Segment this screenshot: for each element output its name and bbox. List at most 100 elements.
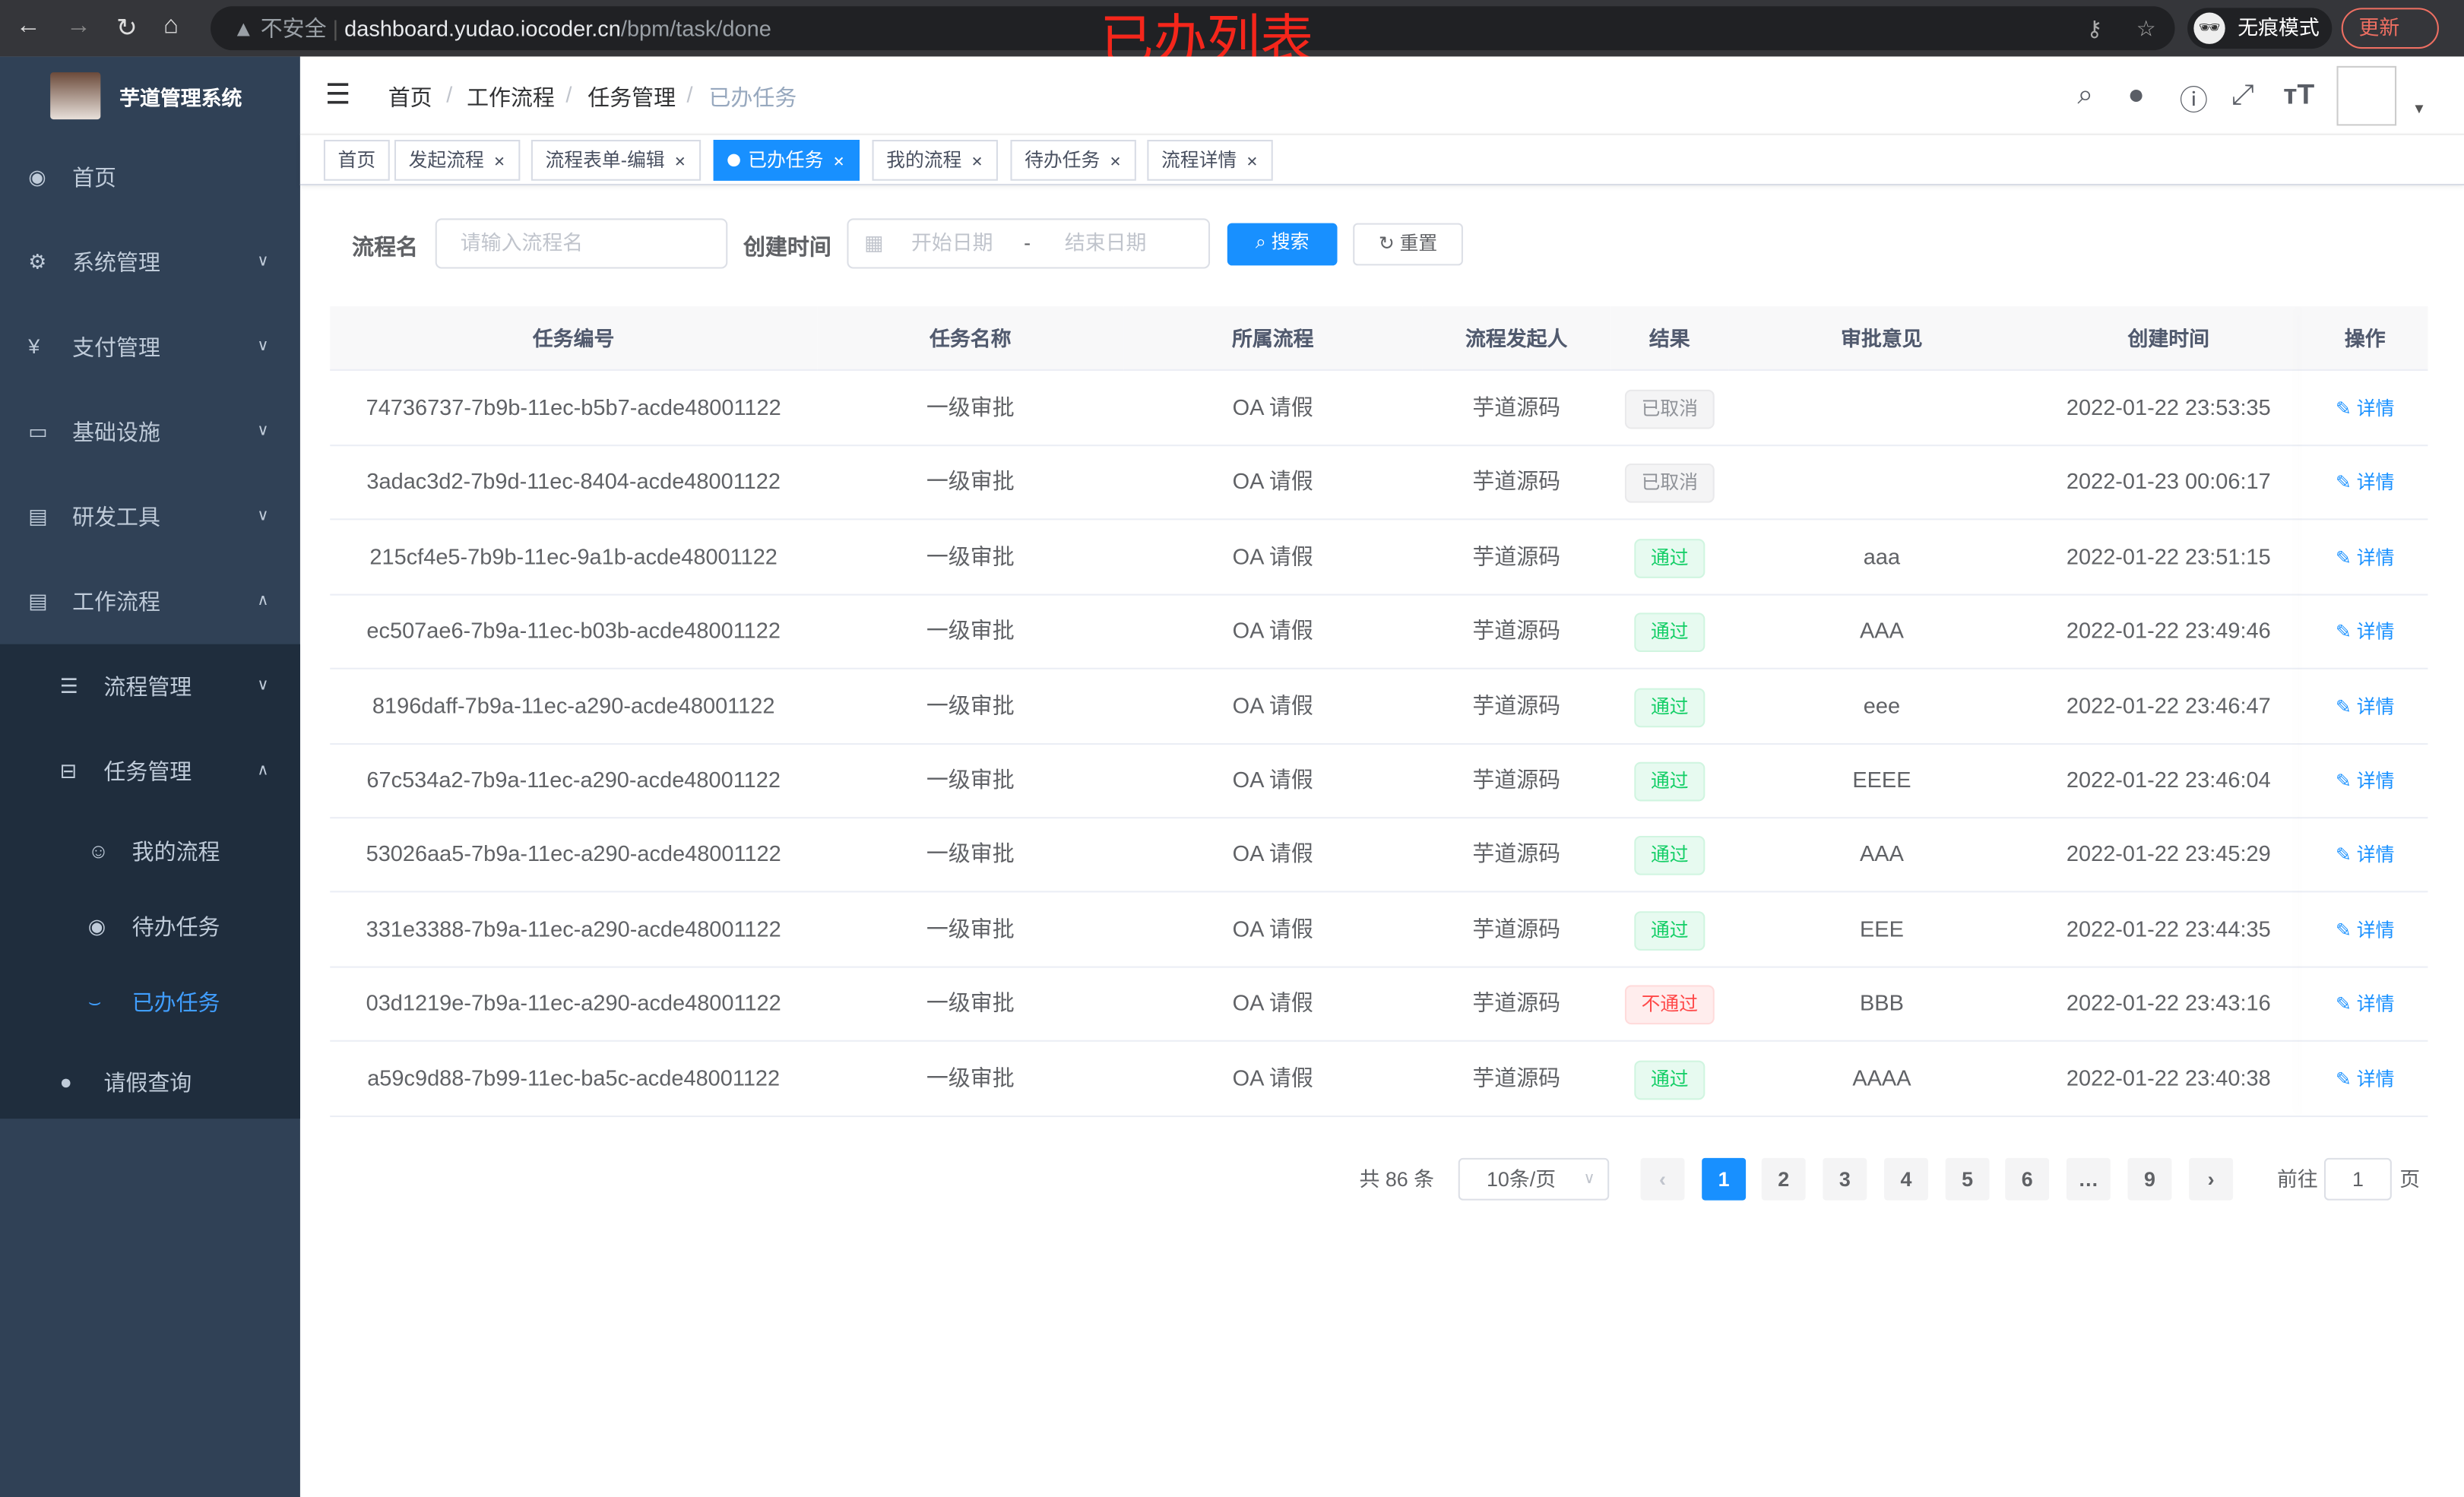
font-size-icon[interactable]: тT bbox=[2283, 78, 2315, 110]
sidebar-item-11[interactable]: ● 请假查询 bbox=[0, 1040, 300, 1125]
reload-icon[interactable]: ↻ bbox=[116, 15, 138, 43]
caret-down-icon[interactable]: ▼ bbox=[2412, 100, 2427, 117]
cell-time: 2022-01-22 23:53:35 bbox=[2066, 394, 2271, 420]
process-name-input[interactable]: 请输入流程名 bbox=[435, 218, 728, 269]
sidebar-item-label: 流程管理 bbox=[103, 674, 192, 700]
sidebar-item-label: 请假查询 bbox=[103, 1070, 192, 1096]
tag-5[interactable]: 待办任务 ✕ bbox=[1010, 140, 1135, 181]
next-page-button[interactable]: › bbox=[2189, 1157, 2234, 1201]
table-cell: ✎ 详情 bbox=[2302, 520, 2428, 593]
search-button[interactable]: ⌕ 搜索 bbox=[1227, 223, 1338, 266]
cell-starter: 芋道源码 bbox=[1472, 1064, 1561, 1090]
detail-button[interactable]: ✎ 详情 bbox=[2336, 993, 2394, 1015]
monitor-icon: ▭ bbox=[28, 419, 48, 444]
update-button[interactable]: 更新 ⋮ bbox=[2341, 8, 2439, 77]
key-icon[interactable]: ⚷ bbox=[2086, 15, 2103, 41]
detail-button[interactable]: ✎ 详情 bbox=[2336, 919, 2394, 941]
table-cell: 通过 bbox=[1610, 892, 1728, 966]
close-icon[interactable]: ✕ bbox=[1246, 153, 1259, 170]
tag-1[interactable]: 发起流程 ✕ bbox=[394, 140, 520, 181]
start-date[interactable]: 开始日期 bbox=[911, 230, 993, 255]
sidebar-item-5[interactable]: ▤ 工作流程 ∧ bbox=[0, 559, 300, 644]
cell-id: a59c9d88-7b99-11ec-ba5c-acde48001122 bbox=[367, 1064, 781, 1090]
page-size-select[interactable]: 10条/页 ∨ bbox=[1458, 1157, 1610, 1201]
breadcrumb-task-manage[interactable]: 任务管理 bbox=[587, 84, 676, 110]
prev-page-button[interactable]: ‹ bbox=[1640, 1157, 1685, 1201]
home-icon[interactable]: ⌂ bbox=[163, 12, 179, 40]
table-cell: 芋道源码 bbox=[1422, 669, 1610, 742]
table-cell: 芋道源码 bbox=[1422, 445, 1610, 519]
total-count: 共 86 条 bbox=[1359, 1167, 1435, 1192]
page-button[interactable]: 6 bbox=[2005, 1157, 2050, 1201]
column-header: 结果 bbox=[1610, 306, 1729, 371]
table-cell: ✎ 详情 bbox=[2302, 594, 2428, 668]
page-button[interactable]: 4 bbox=[1884, 1157, 1928, 1201]
people-icon: ☺ bbox=[87, 839, 109, 863]
toolbox-icon: ▤ bbox=[28, 504, 48, 528]
page-suffix: 页 bbox=[2399, 1167, 2421, 1192]
sidebar-item-0[interactable]: ◉ 首页 bbox=[0, 135, 300, 220]
close-icon[interactable]: ✕ bbox=[832, 153, 845, 170]
tag-4[interactable]: 我的流程 ✕ bbox=[872, 140, 998, 181]
detail-button[interactable]: ✎ 详情 bbox=[2336, 695, 2394, 717]
forward-icon[interactable]: → bbox=[65, 12, 91, 40]
sidebar-item-2[interactable]: ¥ 支付管理 ∨ bbox=[0, 305, 300, 390]
star-icon[interactable]: ☆ bbox=[2136, 15, 2156, 41]
reset-button[interactable]: ↻ 重置 bbox=[1353, 223, 1463, 266]
tag-6[interactable]: 流程详情 ✕ bbox=[1147, 140, 1272, 181]
tag-2[interactable]: 流程表单-编辑 ✕ bbox=[530, 140, 701, 181]
page-button[interactable]: … bbox=[2066, 1157, 2111, 1201]
sidebar-item-8[interactable]: ☺ 我的流程 bbox=[0, 814, 300, 889]
search-icon[interactable]: ⌕ bbox=[2077, 78, 2094, 110]
sidebar-item-9[interactable]: ◉ 待办任务 bbox=[0, 889, 300, 964]
page-button[interactable]: 3 bbox=[1823, 1157, 1867, 1201]
github-icon[interactable]: ● bbox=[2127, 78, 2146, 110]
table-cell: 2022-01-22 23:51:15 bbox=[2035, 520, 2302, 593]
breadcrumb-home[interactable]: 首页 bbox=[388, 84, 432, 110]
tag-3[interactable]: 已办任务 ✕ bbox=[713, 140, 860, 181]
tag-0[interactable]: 首页 bbox=[323, 140, 390, 181]
date-range-picker[interactable]: ▦ 开始日期 - 结束日期 bbox=[847, 218, 1211, 269]
page-button[interactable]: 1 bbox=[1702, 1157, 1747, 1201]
reset-label: 重置 bbox=[1399, 233, 1438, 255]
sidebar-item-1[interactable]: ⚙ 系统管理 ∨ bbox=[0, 220, 300, 305]
detail-button[interactable]: ✎ 详情 bbox=[2336, 1068, 2394, 1090]
close-icon[interactable]: ✕ bbox=[674, 153, 686, 170]
sidebar-item-3[interactable]: ▭ 基础设施 ∨ bbox=[0, 390, 300, 475]
page-button[interactable]: 5 bbox=[1945, 1157, 1990, 1201]
detail-button[interactable]: ✎ 详情 bbox=[2336, 546, 2394, 568]
breadcrumb-workflow[interactable]: 工作流程 bbox=[467, 84, 555, 110]
sidebar-item-4[interactable]: ▤ 研发工具 ∨ bbox=[0, 474, 300, 559]
end-date[interactable]: 结束日期 bbox=[1064, 230, 1147, 255]
cell-id: 03d1219e-7b9a-11ec-a290-acde48001122 bbox=[366, 989, 781, 1016]
cell-name: 一级审批 bbox=[926, 840, 1015, 867]
sidebar-item-7[interactable]: ⊟ 任务管理 ∧ bbox=[0, 729, 300, 804]
sidebar-item-label: 研发工具 bbox=[72, 504, 160, 530]
cell-name: 一级审批 bbox=[926, 394, 1015, 420]
incognito-badge[interactable]: 🕶 无痕模式 bbox=[2187, 8, 2333, 49]
close-icon[interactable]: ✕ bbox=[1109, 153, 1122, 170]
table-cell: 一级审批 bbox=[817, 371, 1123, 445]
detail-button[interactable]: ✎ 详情 bbox=[2336, 770, 2394, 792]
chevron-icon: ∨ bbox=[257, 507, 269, 525]
table-cell: 芋道源码 bbox=[1422, 967, 1610, 1040]
sidebar-item-10[interactable]: ⌣ 已办任务 bbox=[0, 965, 300, 1040]
detail-button[interactable]: ✎ 详情 bbox=[2336, 844, 2394, 866]
page-button[interactable]: 2 bbox=[1761, 1157, 1806, 1201]
close-icon[interactable]: ✕ bbox=[493, 153, 505, 170]
address-bar[interactable]: ▲ 不安全 | dashboard.yudao.iocoder.cn/bpm/t… bbox=[211, 6, 2175, 51]
back-icon[interactable]: ← bbox=[15, 12, 41, 40]
cell-comment: eee bbox=[1863, 692, 1901, 718]
detail-button[interactable]: ✎ 详情 bbox=[2336, 397, 2394, 419]
hamburger-icon[interactable]: ☰ bbox=[325, 78, 351, 110]
avatar[interactable] bbox=[2336, 65, 2397, 126]
sidebar-item-6[interactable]: ☰ 流程管理 ∨ bbox=[0, 644, 300, 730]
help-icon[interactable]: ⓘ bbox=[2179, 84, 2208, 117]
detail-button[interactable]: ✎ 详情 bbox=[2336, 621, 2394, 643]
table-cell: 一级审批 bbox=[817, 669, 1123, 742]
close-icon[interactable]: ✕ bbox=[971, 153, 983, 170]
fullscreen-icon[interactable]: ⤢ bbox=[2231, 78, 2254, 110]
detail-button[interactable]: ✎ 详情 bbox=[2336, 472, 2394, 494]
page-button[interactable]: 9 bbox=[2127, 1157, 2172, 1201]
goto-page-input[interactable]: 1 bbox=[2323, 1157, 2392, 1201]
